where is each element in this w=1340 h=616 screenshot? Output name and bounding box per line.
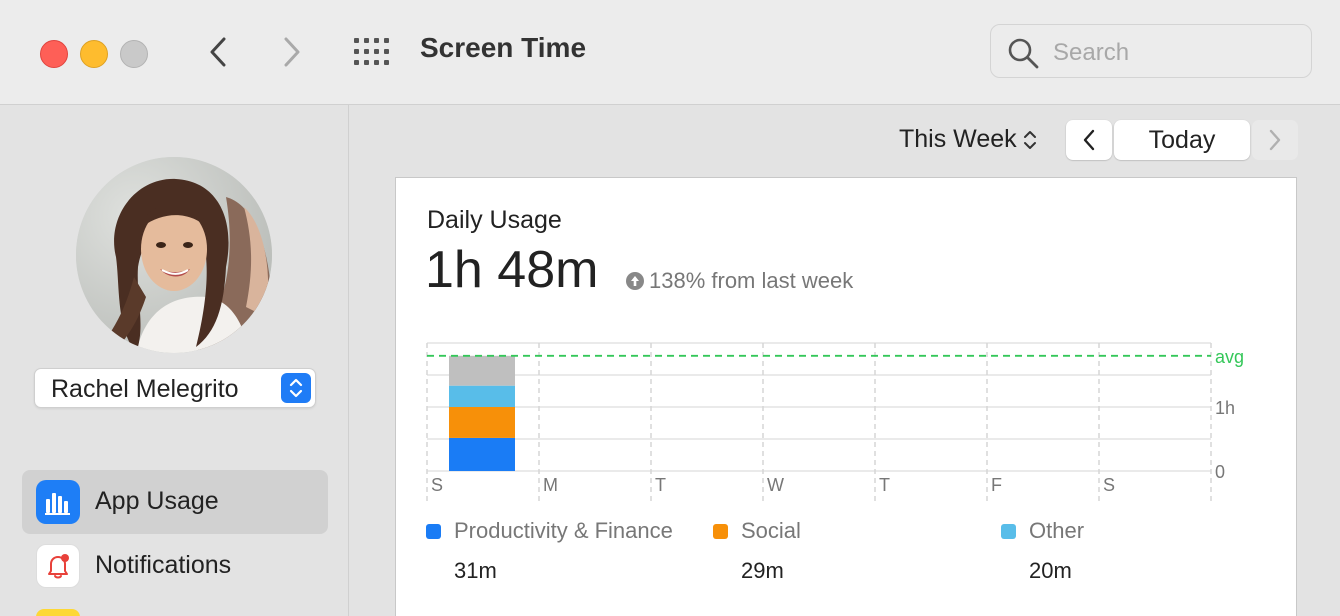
y-tick-label: 1h (1215, 398, 1235, 418)
user-select[interactable]: Rachel Melegrito (34, 368, 316, 408)
main-content: This Week Today Daily Usage 1h 48m (349, 105, 1340, 616)
sidebar-item-label: App Usage (95, 487, 219, 515)
back-button[interactable] (198, 32, 238, 72)
title-bar: Screen Time (0, 0, 1340, 105)
user-name: Rachel Melegrito (51, 375, 239, 403)
bar-segment (449, 385, 515, 407)
chevron-right-icon (284, 37, 300, 67)
sidebar-item-partial (36, 609, 80, 616)
y-tick-label: 0 (1215, 462, 1225, 482)
legend-category-value: 20m (1029, 558, 1072, 583)
usage-total: 1h 48m (425, 241, 599, 299)
bar-segment (449, 437, 515, 471)
sidebar-item-notifications[interactable]: Notifications (22, 534, 328, 598)
x-tick-label: M (543, 475, 558, 495)
usage-trend-text: 138% from last week (649, 268, 854, 293)
grid-icon (354, 38, 389, 65)
user-select-stepper[interactable] (281, 373, 311, 403)
usage-trend: 138% from last week (626, 268, 853, 294)
zoom-button[interactable] (120, 40, 148, 68)
window-title: Screen Time (420, 32, 587, 63)
legend-category-name: Other (1029, 518, 1085, 543)
usage-card: Daily Usage 1h 48m 138% from last week S… (395, 177, 1297, 616)
legend-category-value: 31m (454, 558, 497, 583)
y-tick-label: avg (1215, 347, 1244, 367)
up-down-chevron-icon (1023, 130, 1036, 149)
legend-color-swatch (1001, 524, 1016, 539)
bar-segment (449, 355, 515, 386)
bar-segment (449, 407, 515, 438)
show-all-button[interactable] (354, 38, 390, 66)
legend-color-swatch (426, 524, 441, 539)
chevron-left-icon (1083, 129, 1095, 151)
search-icon (1008, 38, 1039, 69)
chevron-right-icon (1269, 129, 1281, 151)
bar-chart-icon (36, 480, 80, 524)
today-button[interactable]: Today (1114, 120, 1250, 160)
x-tick-label: F (991, 475, 1002, 495)
chevron-left-icon (210, 37, 226, 67)
close-button[interactable] (40, 40, 68, 68)
x-tick-label: S (1103, 475, 1115, 495)
up-down-chevron-icon (289, 378, 303, 398)
legend-category-name: Social (741, 518, 801, 543)
sidebar-item-app-usage[interactable]: App Usage (22, 470, 328, 534)
sidebar: Rachel Melegrito App Usage (0, 105, 349, 616)
arrow-up-circle-icon (626, 272, 644, 290)
forward-button[interactable] (272, 32, 312, 72)
legend-category-value: 29m (741, 558, 784, 583)
legend-color-swatch (713, 524, 728, 539)
profile-photo (76, 157, 272, 353)
legend-category-name: Productivity & Finance (454, 518, 673, 543)
x-tick-label: W (767, 475, 784, 495)
x-tick-label: S (431, 475, 443, 495)
sidebar-item-label: Notifications (95, 551, 232, 579)
period-label: This Week (899, 125, 1017, 153)
x-tick-label: T (655, 475, 666, 495)
search-field[interactable] (990, 24, 1312, 78)
search-input[interactable] (1051, 35, 1295, 71)
x-tick-label: T (879, 475, 890, 495)
bell-icon (36, 544, 80, 588)
period-select[interactable]: This Week (899, 125, 1037, 154)
avatar (76, 157, 272, 353)
next-period-button[interactable] (1252, 120, 1298, 160)
usage-label: Daily Usage (427, 206, 562, 234)
minimize-button[interactable] (80, 40, 108, 68)
previous-period-button[interactable] (1066, 120, 1112, 160)
